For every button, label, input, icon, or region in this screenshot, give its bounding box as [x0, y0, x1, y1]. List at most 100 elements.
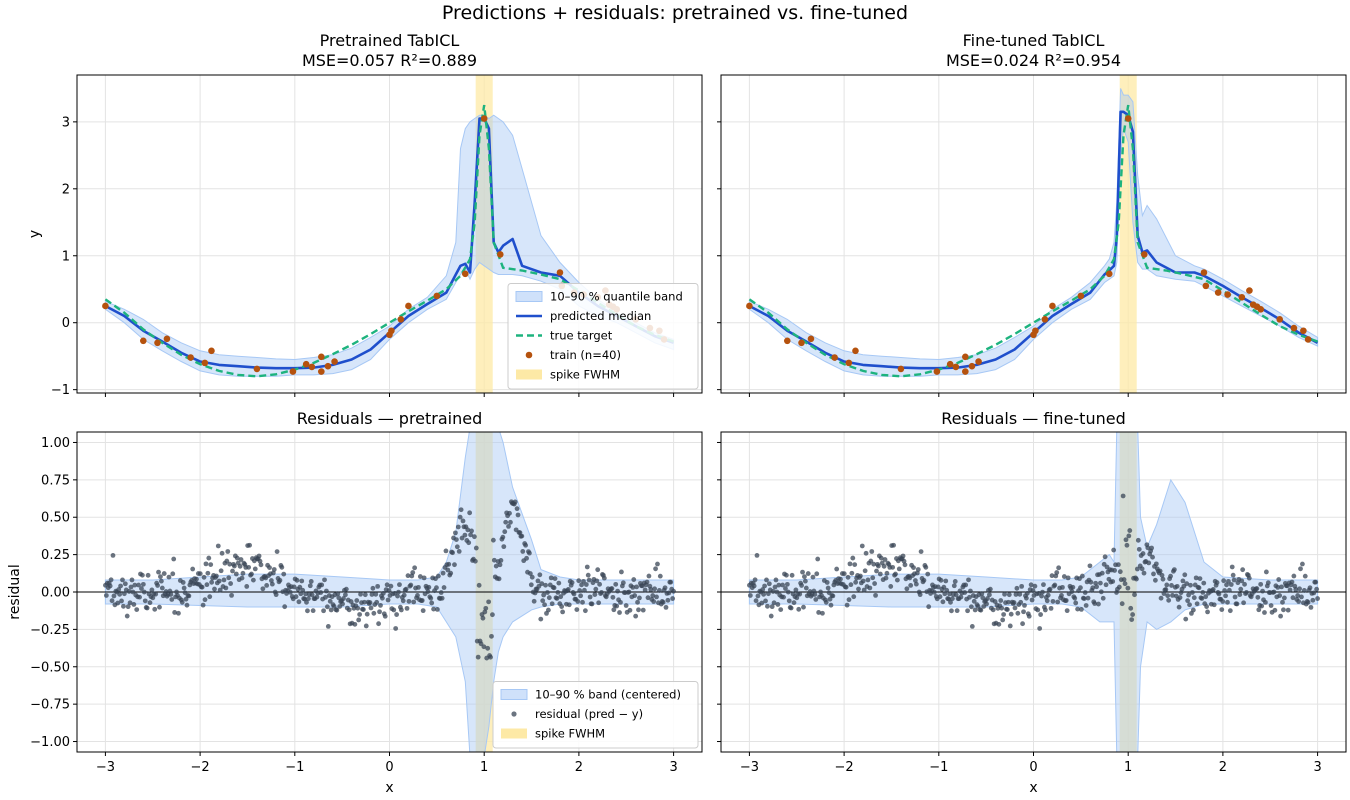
residual-point: [468, 532, 474, 538]
residual-point: [825, 585, 831, 591]
quantile-band: [748, 88, 1319, 377]
residual-point: [1140, 551, 1146, 556]
residual-point: [1214, 580, 1220, 585]
residual-point: [1228, 582, 1234, 587]
residual-point: [1005, 599, 1011, 605]
residual-point: [323, 594, 328, 600]
residual-point: [1013, 592, 1019, 597]
ticks: −3 −2 −1 0 1 2 3: [717, 441, 1322, 775]
residual-point: [1279, 584, 1284, 590]
residual-point: [637, 595, 642, 601]
residual-point: [585, 572, 591, 578]
residual-point: [1022, 602, 1027, 608]
ticks: [717, 121, 1319, 397]
residual-point: [169, 597, 175, 602]
residual-point: [415, 593, 420, 598]
train-point: [746, 302, 753, 310]
residual-point: [397, 582, 402, 588]
residual-point: [834, 566, 840, 572]
residual-point: [636, 607, 641, 613]
residual-point: [393, 626, 399, 631]
legend-label: predicted median: [550, 309, 651, 323]
residual-point: [212, 586, 217, 592]
predicted-median-line: [104, 117, 675, 370]
residual-point: [230, 568, 235, 574]
residual-point: [446, 561, 452, 567]
residual-point: [1117, 569, 1123, 575]
residual-point: [654, 594, 659, 600]
residual-point: [1189, 590, 1195, 595]
residual-point: [1302, 573, 1308, 579]
residual-point: [455, 524, 461, 530]
x-tick-label: 0: [1029, 760, 1037, 775]
legend-handle-residual: [511, 711, 517, 717]
residual-point: [651, 599, 657, 604]
residual-point: [1205, 609, 1210, 615]
residual-point: [893, 571, 898, 577]
residual-point: [514, 506, 520, 512]
residual-point: [868, 558, 874, 564]
residual-point: [870, 575, 876, 581]
residual-point: [653, 566, 658, 572]
residual-point: [772, 584, 778, 590]
residual-point: [291, 584, 297, 590]
residual-point: [1096, 601, 1101, 607]
residual-point: [1221, 578, 1227, 584]
residual-point: [1055, 599, 1061, 605]
residual-point: [1006, 592, 1012, 598]
train-point: [331, 358, 338, 365]
residual-point: [1045, 592, 1051, 598]
residual-point: [874, 568, 879, 574]
residual-point: [1201, 580, 1207, 586]
residual-point: [1299, 594, 1304, 600]
residual-point: [1081, 596, 1087, 602]
residual-point: [117, 591, 123, 597]
residual-point: [552, 576, 558, 582]
residual-point: [1314, 586, 1320, 592]
residual-point: [208, 562, 214, 567]
residual-point: [789, 572, 795, 578]
residual-point: [1263, 599, 1268, 605]
residual-point: [309, 592, 315, 598]
residual-point: [793, 587, 799, 593]
residual-point: [1072, 595, 1078, 601]
residual-point: [979, 591, 985, 597]
train-point: [302, 360, 310, 368]
residual-point: [921, 577, 927, 583]
residual-point: [535, 578, 541, 584]
residual-point: [796, 606, 802, 612]
residual-point: [663, 604, 669, 610]
residual-point: [938, 577, 944, 583]
ticks: −3 −2 −1 0 1 2 3 −1.00 −0.75 −0.50 −0.25 0.00 0.25 0.…: [30, 436, 678, 775]
residual-point: [452, 562, 457, 568]
residual-point: [1289, 579, 1295, 585]
residual-point: [303, 591, 308, 597]
residual-point: [594, 578, 600, 584]
y-tick-label: −0.25: [30, 623, 70, 638]
residual-point: [549, 601, 555, 607]
residual-point: [657, 573, 663, 579]
residual-point: [435, 573, 441, 579]
residual-point: [896, 566, 902, 572]
residual-point: [816, 610, 822, 615]
residual-point: [774, 589, 780, 595]
residual-point: [250, 577, 256, 583]
residual-point: [1064, 608, 1070, 614]
residual-point: [581, 578, 586, 584]
residual-point: [1134, 566, 1140, 572]
train-point: [962, 353, 969, 361]
residual-point: [894, 577, 900, 583]
residual-point: [844, 602, 850, 608]
residual-point: [618, 599, 623, 605]
residual-point: [595, 567, 601, 573]
residual-point: [1187, 602, 1192, 608]
residual-point: [755, 593, 761, 599]
residual-point: [555, 589, 561, 595]
residual-point: [1277, 593, 1283, 598]
residual-point: [1112, 568, 1118, 573]
residual-point: [1165, 593, 1171, 599]
y-tick-label: −0.75: [30, 698, 70, 713]
residual-point: [620, 580, 626, 586]
residual-point: [469, 528, 474, 534]
residual-point: [249, 571, 254, 577]
